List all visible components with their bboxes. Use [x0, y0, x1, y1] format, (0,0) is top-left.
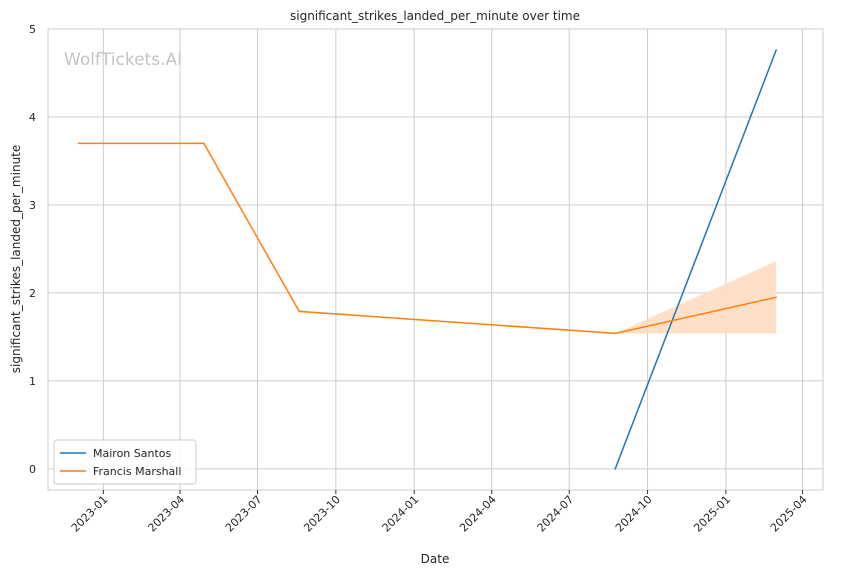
series-lines	[77, 49, 777, 470]
x-tick-label: 2024-10	[613, 493, 655, 535]
watermark: WolfTickets.AI	[64, 50, 182, 70]
legend-box	[53, 439, 197, 485]
x-axis-label: Date	[421, 552, 450, 566]
x-tick-label: 2023-07	[223, 493, 265, 535]
x-tick-label: 2025-04	[768, 493, 810, 535]
chart-title: significant_strikes_landed_per_minute ov…	[290, 9, 580, 23]
data-point	[77, 142, 80, 145]
legend: Mairon Santos Francis Marshall	[53, 439, 197, 485]
y-tick-label: 3	[29, 199, 36, 212]
confidence-bands	[615, 261, 777, 334]
data-point	[775, 296, 777, 299]
data-point	[614, 468, 616, 470]
x-axis-ticks: 2023-01 2023-04 2023-07 2023-10 2024-01 2024-…	[69, 490, 810, 535]
legend-label: Francis Marshall	[93, 465, 181, 478]
legend-label: Mairon Santos	[93, 447, 172, 460]
x-tick-label: 2023-01	[69, 493, 111, 535]
x-tick-label: 2023-04	[145, 493, 187, 535]
plot-background	[47, 28, 824, 491]
x-tick-label: 2024-07	[535, 493, 577, 535]
x-tick-label: 2023-10	[301, 493, 343, 535]
plot-area: WolfTickets.AI	[47, 28, 824, 491]
data-point	[614, 332, 616, 335]
y-tick-label: 1	[29, 375, 36, 388]
data-point	[298, 310, 301, 313]
y-tick-label: 2	[29, 287, 36, 300]
data-point	[203, 142, 205, 145]
x-tick-label: 2025-01	[691, 493, 733, 535]
y-tick-label: 4	[29, 111, 36, 124]
y-axis-ticks: 0 1 2 3 4 5	[29, 23, 36, 476]
y-tick-label: 0	[29, 463, 36, 476]
confidence-band	[615, 261, 777, 334]
x-tick-label: 2024-01	[380, 493, 422, 535]
data-point	[775, 49, 777, 51]
y-axis-label: significant_strikes_landed_per_minute	[9, 145, 23, 374]
series-line	[614, 49, 777, 470]
y-tick-label: 5	[29, 23, 36, 36]
x-tick-label: 2024-04	[457, 493, 499, 535]
